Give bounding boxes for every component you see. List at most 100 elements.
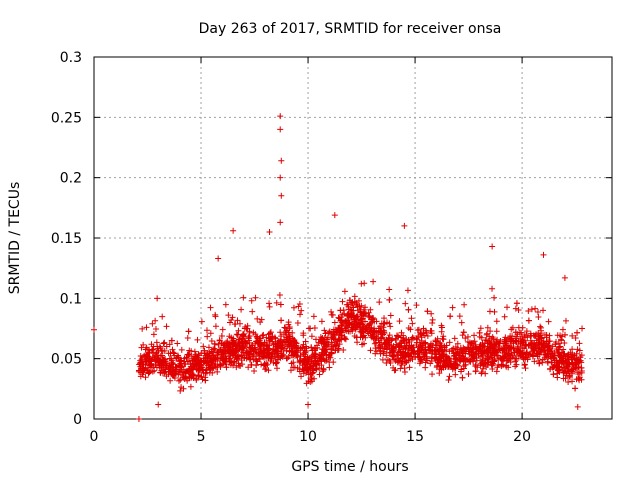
data-point xyxy=(182,373,189,380)
chart-title: Day 263 of 2017, SRMTID for receiver ons… xyxy=(199,21,502,37)
y-tick-label: 0 xyxy=(73,412,82,428)
data-point xyxy=(290,304,297,311)
data-point xyxy=(153,364,160,371)
data-point xyxy=(356,303,363,310)
data-point xyxy=(471,332,478,339)
data-point xyxy=(278,157,285,164)
data-point xyxy=(321,339,328,346)
data-point xyxy=(285,354,292,361)
data-point xyxy=(357,309,364,316)
data-point xyxy=(325,329,332,336)
data-point xyxy=(404,287,411,294)
data-point xyxy=(311,355,318,362)
data-point xyxy=(428,310,435,317)
data-point xyxy=(312,345,319,352)
axis-ticks: 0 5 10 15 20 0 0.05 0.1 0.15 0.2 0.25 0.3 xyxy=(51,50,612,445)
data-point xyxy=(413,302,420,309)
x-tick-label: 10 xyxy=(299,429,317,445)
data-point xyxy=(398,329,405,336)
data-point xyxy=(165,350,172,357)
data-point xyxy=(537,349,544,356)
data-point xyxy=(201,359,208,366)
data-point xyxy=(474,364,481,371)
data-point xyxy=(294,345,301,352)
data-point xyxy=(397,365,404,372)
data-point xyxy=(574,329,581,336)
data-point xyxy=(191,356,198,363)
y-tick-label: 0.15 xyxy=(51,231,82,247)
data-point xyxy=(574,369,581,376)
data-point xyxy=(361,280,368,287)
data-point xyxy=(222,359,229,366)
data-point xyxy=(150,343,157,350)
data-point xyxy=(399,354,406,361)
data-point xyxy=(387,312,394,319)
data-point xyxy=(476,329,483,336)
data-point xyxy=(403,342,410,349)
data-point xyxy=(146,356,153,363)
data-point xyxy=(330,343,337,350)
data-point xyxy=(248,346,255,353)
data-point xyxy=(200,343,207,350)
data-point xyxy=(482,355,489,362)
data-point xyxy=(398,360,405,367)
data-point xyxy=(436,365,443,372)
data-point xyxy=(562,375,569,382)
data-point xyxy=(233,343,240,350)
data-point xyxy=(509,338,516,345)
data-point xyxy=(439,335,446,342)
data-point xyxy=(237,342,244,349)
data-point xyxy=(350,304,357,311)
data-point xyxy=(281,324,288,331)
data-point xyxy=(515,353,522,360)
data-point xyxy=(277,113,284,120)
data-point xyxy=(494,364,501,371)
data-point xyxy=(489,366,496,373)
data-point xyxy=(485,349,492,356)
data-point xyxy=(543,334,550,341)
data-point xyxy=(174,352,181,359)
data-point xyxy=(369,333,376,340)
data-point xyxy=(386,286,393,293)
data-point xyxy=(403,336,410,343)
data-point xyxy=(442,363,449,370)
data-point xyxy=(451,335,458,342)
data-point xyxy=(177,357,184,364)
data-point xyxy=(536,359,543,366)
data-point xyxy=(266,303,273,310)
data-point xyxy=(308,344,315,351)
data-point xyxy=(458,347,465,354)
data-point xyxy=(254,315,261,322)
data-point xyxy=(288,342,295,349)
data-point xyxy=(157,369,164,376)
data-point xyxy=(402,349,409,356)
data-point xyxy=(553,362,560,369)
data-point xyxy=(135,416,142,422)
data-point xyxy=(310,313,317,320)
data-point xyxy=(336,327,343,334)
data-point xyxy=(137,361,144,368)
data-point xyxy=(228,317,235,324)
data-point xyxy=(190,372,197,379)
data-point xyxy=(246,350,253,357)
data-point xyxy=(217,346,224,353)
data-point xyxy=(540,307,547,314)
data-point xyxy=(477,345,484,352)
data-point xyxy=(393,332,400,339)
data-point xyxy=(266,330,273,337)
x-tick-label: 15 xyxy=(406,429,424,445)
data-point xyxy=(198,318,205,325)
data-point xyxy=(504,304,511,311)
data-point xyxy=(505,344,512,351)
data-point xyxy=(569,351,576,358)
data-point xyxy=(201,350,208,357)
data-point xyxy=(332,347,339,354)
data-point xyxy=(138,356,145,363)
data-point xyxy=(302,365,309,372)
data-point xyxy=(467,358,474,365)
data-point xyxy=(399,338,406,345)
data-point xyxy=(143,324,150,331)
data-point xyxy=(519,354,526,361)
data-point xyxy=(185,328,192,335)
data-point xyxy=(277,329,284,336)
